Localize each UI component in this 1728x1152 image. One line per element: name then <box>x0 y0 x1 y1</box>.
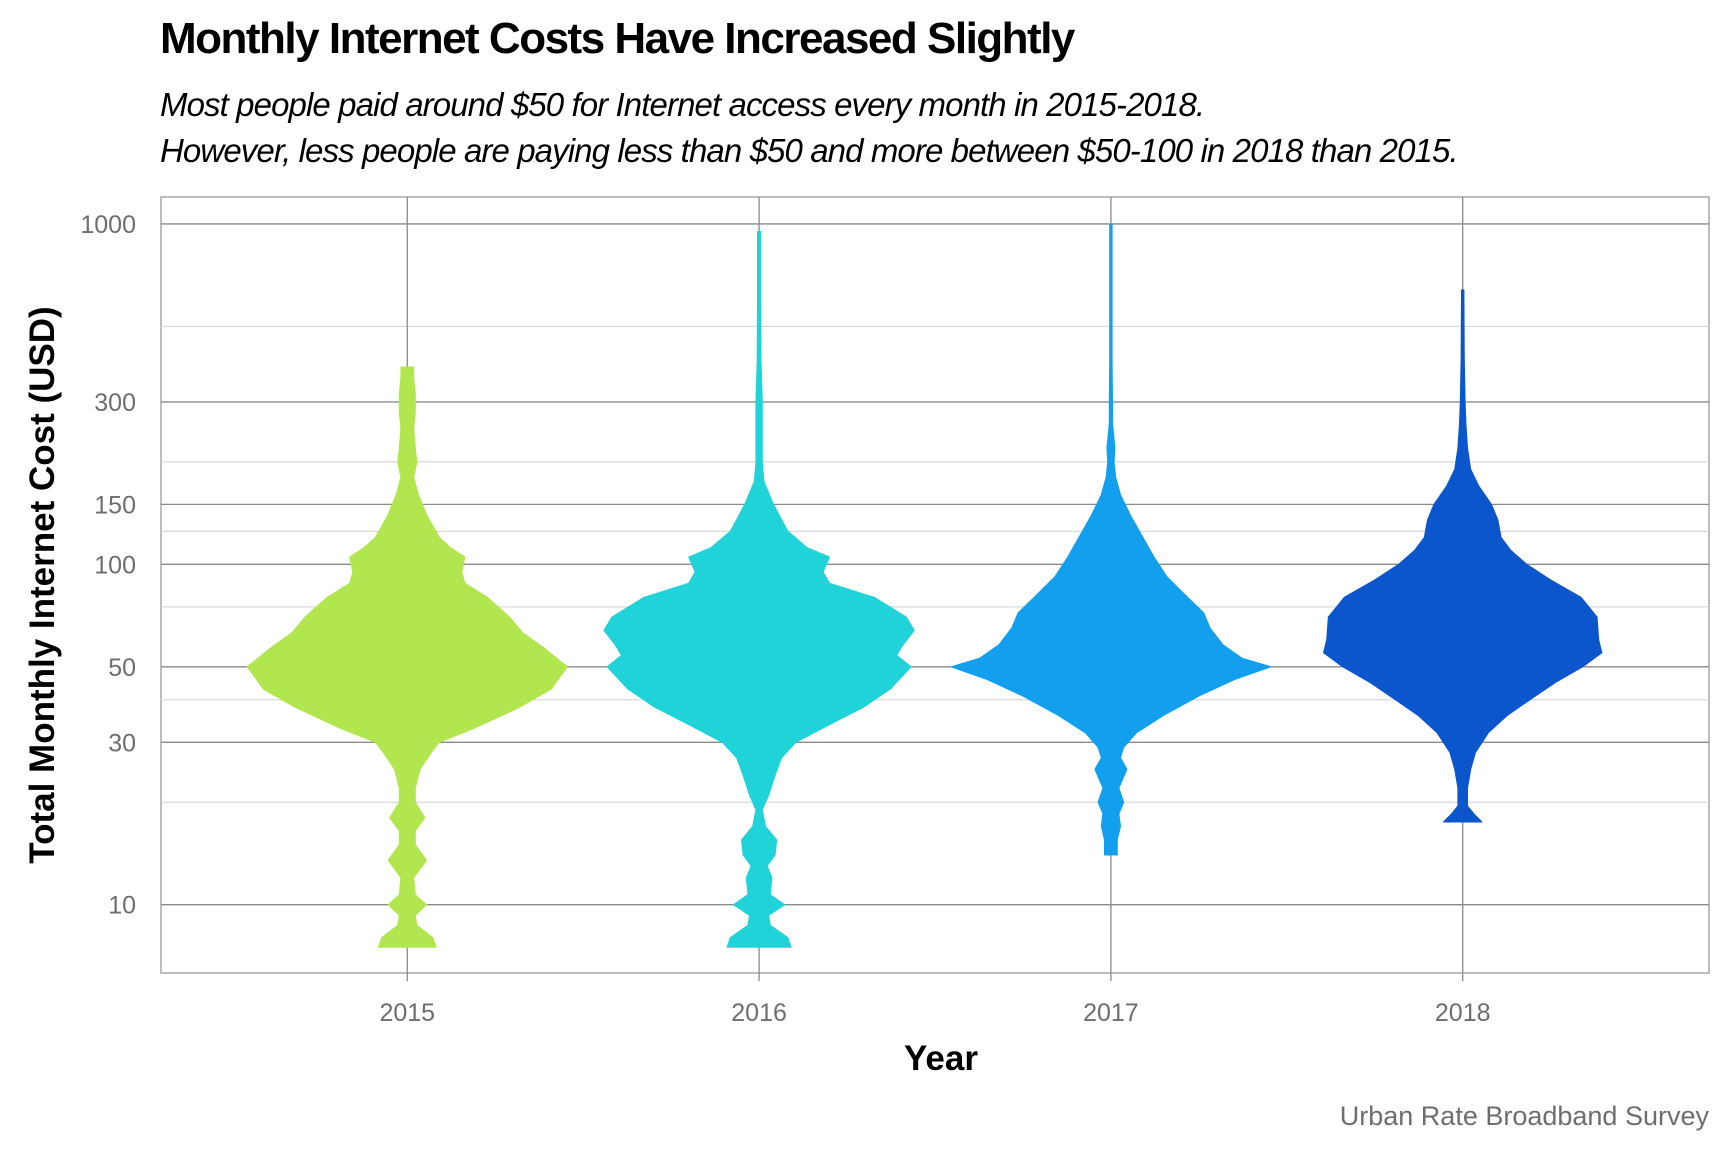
y-tick-label: 300 <box>94 389 136 417</box>
x-axis-title: Year <box>904 1039 978 1078</box>
plot-border <box>160 196 1710 974</box>
x-tick-label: 2018 <box>1435 999 1491 1027</box>
y-tick-label: 10 <box>108 892 136 920</box>
y-axis-ticks: 10 30 50 100 150 300 1000 <box>80 211 136 920</box>
x-tick-label: 2017 <box>1083 999 1139 1027</box>
y-tick-label: 150 <box>94 491 136 519</box>
y-tick-label: 30 <box>108 729 136 757</box>
violin-2018 <box>1323 289 1603 823</box>
y-tick-label: 100 <box>94 551 136 579</box>
chart-title: Monthly Internet Costs Have Increased Sl… <box>160 14 1075 63</box>
violin-2015 <box>246 366 568 948</box>
x-axis-ticks: 2015 2016 2017 2018 <box>379 973 1491 1027</box>
x-tick-label: 2016 <box>731 999 787 1027</box>
chart-subtitle-line-2: However, less people are paying less tha… <box>160 132 1459 169</box>
violin-layer <box>246 223 1603 948</box>
chart-caption: Urban Rate Broadband Survey <box>1340 1101 1710 1131</box>
y-tick-label: 1000 <box>80 211 136 239</box>
x-tick-label: 2015 <box>379 999 435 1027</box>
y-axis-title: Total Monthly Internet Cost (USD) <box>23 306 62 863</box>
violin-2016 <box>603 231 915 948</box>
chart-subtitle-line-1: Most people paid around $50 for Internet… <box>160 86 1205 123</box>
violin-2017 <box>950 223 1272 856</box>
y-tick-label: 50 <box>108 654 136 682</box>
